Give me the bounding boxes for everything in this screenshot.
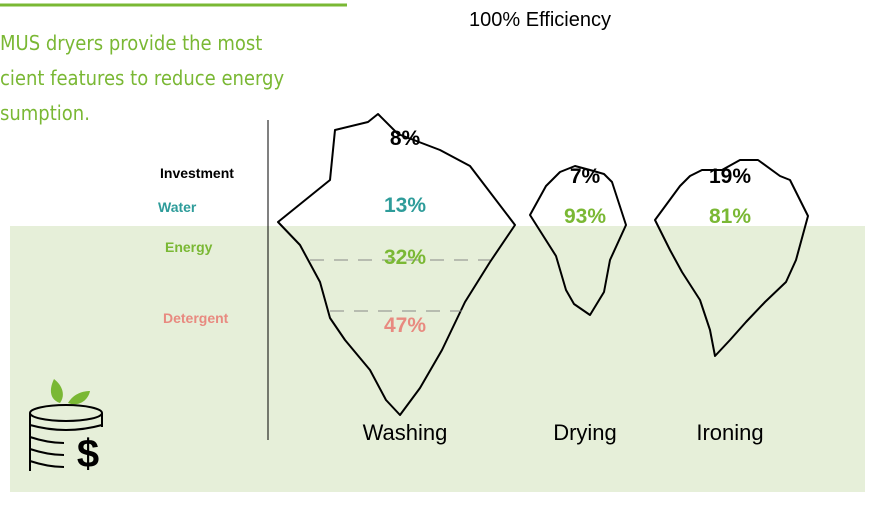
legend-label: Water — [158, 199, 197, 215]
legend-label: Investment — [160, 165, 234, 181]
iceberg-name: Washing — [363, 420, 448, 445]
share-label: 47% — [384, 314, 426, 337]
share-label: 8% — [390, 127, 421, 150]
legend-label: Energy — [165, 239, 213, 255]
page: MUS dryers provide the most cient featur… — [0, 0, 877, 508]
title: 100% Efficiency — [469, 9, 611, 31]
share-label: 7% — [570, 165, 601, 188]
infographic: MUS dryers provide the most cient featur… — [0, 0, 877, 508]
share-label: 93% — [564, 205, 606, 228]
share-label: 19% — [709, 165, 751, 188]
share-label: 32% — [384, 246, 426, 269]
share-label: 13% — [384, 194, 426, 217]
share-label: 81% — [709, 205, 751, 228]
iceberg-name: Drying — [553, 420, 617, 445]
iceberg-name: Ironing — [696, 420, 763, 445]
svg-text:$: $ — [77, 432, 99, 476]
headline: cient features to reduce energy — [0, 66, 284, 90]
legend-label: Detergent — [163, 310, 229, 326]
headline: MUS dryers provide the most — [0, 31, 262, 55]
headline: sumption. — [0, 101, 90, 125]
